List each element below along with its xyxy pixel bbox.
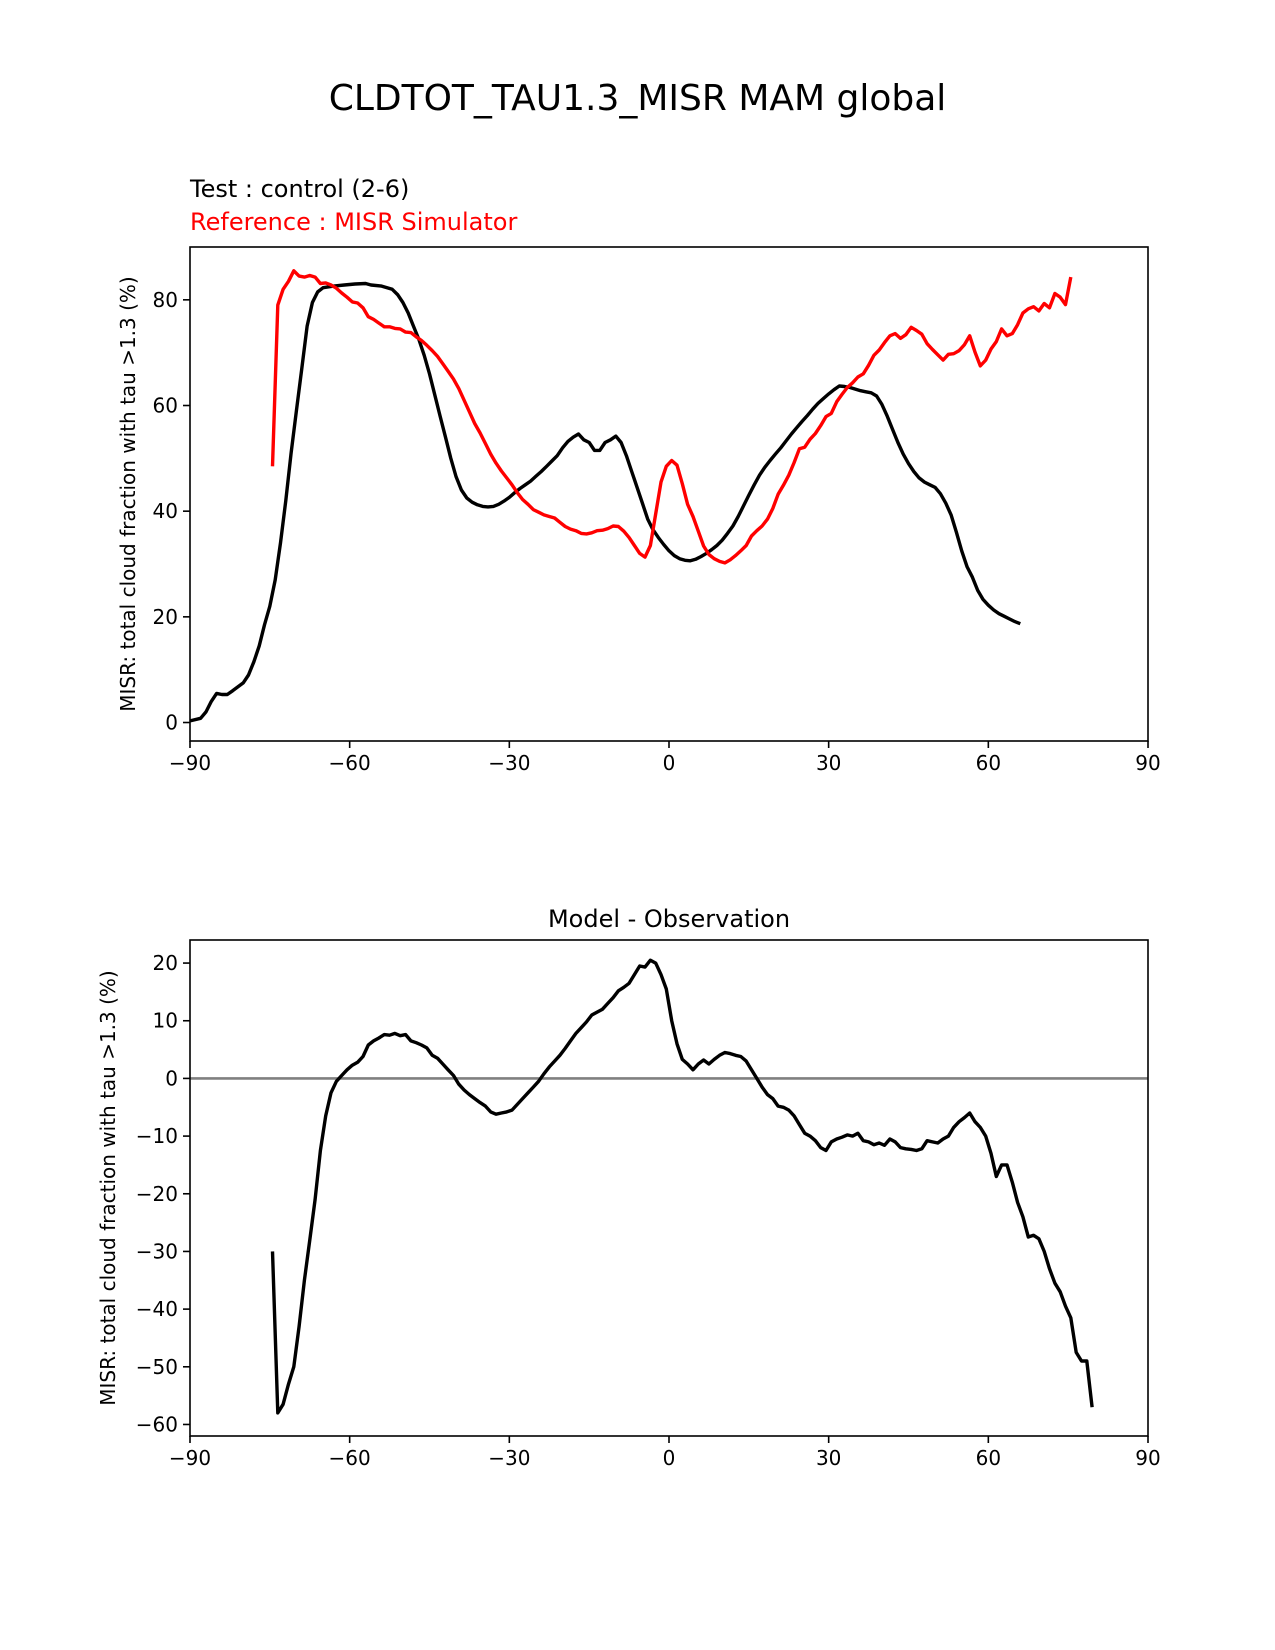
top-panel-x-tick-label: −90	[169, 751, 211, 775]
top-panel-reference-title: Reference : MISR Simulator	[190, 208, 517, 236]
bottom-panel-title: Model - Observation	[548, 905, 790, 933]
top-panel-y-tick-label: 0	[165, 711, 178, 735]
top-panel-y-tick-label: 20	[153, 605, 178, 629]
top-panel-test-title: Test : control (2-6)	[189, 175, 409, 203]
bottom-panel-y-tick-label: −20	[136, 1182, 178, 1206]
top-panel-x-tick-label: 0	[663, 751, 676, 775]
bottom-panel-y-tick-label: −40	[136, 1297, 178, 1321]
top-panel-x-tick-label: −60	[329, 751, 371, 775]
bottom-panel-y-tick-label: −30	[136, 1239, 178, 1263]
bottom-panel-y-tick-label: −50	[136, 1355, 178, 1379]
top-panel-frame	[189, 246, 1149, 742]
bottom-panel: Model - Observation −90 −60 −30 0 30 60 90 20 1…	[96, 905, 1161, 1470]
top-panel-y-axis-label: MISR: total cloud fraction with tau >1.3…	[116, 276, 140, 711]
top-panel-x-tick-label: 90	[1135, 751, 1160, 775]
top-panel-series-group	[189, 269, 1073, 723]
bottom-panel-series-line-1	[270, 958, 1094, 1415]
top-panel-x-axis: −90 −60 −30 0 30 60 90	[169, 741, 1161, 775]
top-panel: Test : control (2-6) Reference : MISR Si…	[116, 175, 1161, 775]
bottom-panel-x-tick-label: 0	[663, 1446, 676, 1470]
top-panel-x-tick-label: 60	[976, 751, 1001, 775]
top-panel-x-tick-label: 30	[816, 751, 841, 775]
bottom-panel-series-group	[270, 958, 1094, 1415]
bottom-panel-x-tick-label: −30	[488, 1446, 530, 1470]
top-panel-series-line-2	[270, 269, 1073, 565]
top-panel-y-tick-label: 60	[153, 394, 178, 418]
bottom-panel-y-tick-label: −10	[136, 1124, 178, 1148]
bottom-panel-y-tick-label: −60	[136, 1412, 178, 1436]
bottom-panel-y-axis: 20 10 0 −10 −20 −30 −40 −50 −60	[136, 951, 190, 1436]
bottom-panel-x-axis: −90 −60 −30 0 30 60 90	[169, 1436, 1161, 1470]
top-panel-series-line-1	[189, 281, 1021, 723]
bottom-panel-y-axis-label: MISR: total cloud fraction with tau >1.3…	[96, 970, 120, 1405]
bottom-panel-x-tick-label: 60	[976, 1446, 1001, 1470]
top-panel-y-tick-label: 40	[153, 499, 178, 523]
top-panel-y-tick-label: 80	[153, 288, 178, 312]
figure-suptitle: CLDTOT_TAU1.3_MISR MAM global	[329, 78, 947, 119]
top-panel-x-tick-label: −30	[488, 751, 530, 775]
bottom-panel-x-tick-label: 90	[1135, 1446, 1160, 1470]
bottom-panel-y-tick-label: 20	[153, 951, 178, 975]
bottom-panel-x-tick-label: −60	[329, 1446, 371, 1470]
bottom-panel-x-tick-label: 30	[816, 1446, 841, 1470]
bottom-panel-x-tick-label: −90	[169, 1446, 211, 1470]
bottom-panel-y-tick-label: 0	[165, 1066, 178, 1090]
bottom-panel-y-tick-label: 10	[153, 1009, 178, 1033]
top-panel-y-axis: 0 20 40 60 80	[153, 288, 190, 735]
